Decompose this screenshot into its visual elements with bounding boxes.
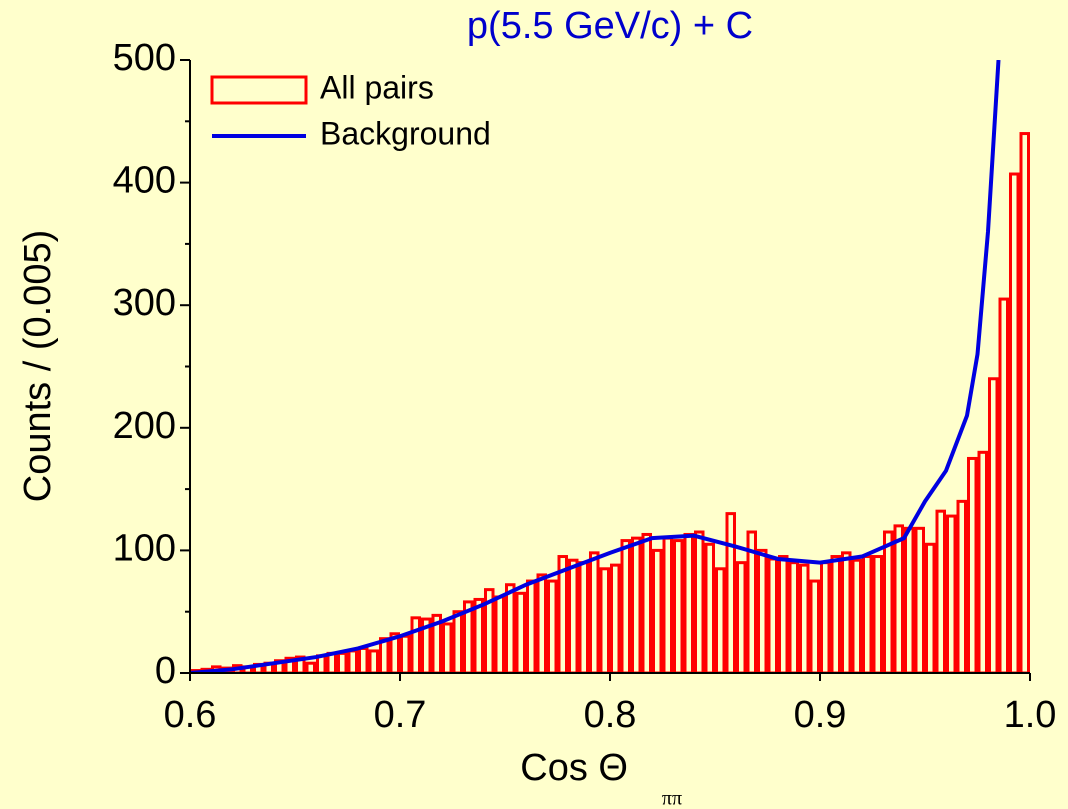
y-tick-label: 500: [113, 37, 176, 79]
histogram-bar: [683, 532, 694, 673]
histogram-bar: [452, 610, 463, 673]
x-axis-label-sub: ππ: [662, 788, 682, 809]
y-tick-label: 300: [113, 282, 176, 324]
histogram-bar: [746, 530, 757, 673]
legend-label: All pairs: [320, 69, 434, 105]
x-tick-label: 0.6: [164, 694, 217, 736]
histogram-bar: [830, 555, 841, 673]
histogram-bar: [704, 542, 715, 673]
y-tick-label: 0: [155, 650, 176, 692]
histogram-bar: [956, 499, 967, 673]
histogram-bar: [914, 526, 925, 673]
histogram-bar: [662, 536, 673, 673]
histogram-bar: [442, 622, 453, 673]
histogram-bar: [946, 514, 957, 673]
histogram-bar: [505, 583, 516, 673]
y-tick-label: 200: [113, 405, 176, 447]
histogram-bar: [421, 617, 432, 673]
histogram-bar: [841, 551, 852, 673]
y-axis-label: Counts / (0.005): [17, 230, 59, 502]
histogram-bar: [998, 297, 1009, 673]
histogram-bar: [295, 655, 306, 673]
histogram-bar: [694, 530, 705, 673]
histogram-bar: [788, 561, 799, 673]
histogram-bar: [557, 555, 568, 673]
histogram-bar: [631, 536, 642, 673]
histogram-bar: [977, 450, 988, 673]
histogram-bar: [673, 539, 684, 673]
histogram-bar: [536, 573, 547, 673]
y-tick-label: 400: [113, 160, 176, 202]
histogram-bar: [862, 555, 873, 673]
legend-swatch: [210, 75, 308, 105]
histogram-bar: [925, 542, 936, 673]
histogram-bar: [883, 530, 894, 673]
histogram-bar: [347, 649, 358, 673]
x-tick-label: 0.7: [374, 694, 427, 736]
histogram-bar: [578, 561, 589, 673]
histogram-bar: [400, 634, 411, 673]
histogram-bar: [337, 651, 348, 673]
histogram-bar: [284, 656, 295, 673]
histogram-bar: [568, 558, 579, 673]
x-tick-label: 1.0: [1004, 694, 1057, 736]
histogram-bar: [935, 509, 946, 673]
histogram-bar: [484, 588, 495, 673]
histogram-bar: [778, 555, 789, 673]
histogram-bar: [589, 551, 600, 673]
histogram-bar: [599, 567, 610, 673]
histogram-bar: [715, 567, 726, 673]
histogram-bar: [1019, 132, 1030, 673]
histogram-bar: [851, 558, 862, 673]
histogram-bar: [368, 649, 379, 673]
x-tick-label: 0.9: [794, 694, 847, 736]
x-tick-label: 0.8: [584, 694, 637, 736]
x-axis-label: Cos Θ: [520, 747, 628, 789]
histogram-bar: [641, 532, 652, 673]
plot-area: [190, 60, 1030, 673]
histogram-bar: [725, 512, 736, 673]
histogram-bar: [872, 555, 883, 673]
histogram-bar: [820, 561, 831, 673]
histogram-bar: [620, 539, 631, 673]
histogram-bar: [652, 548, 663, 673]
histogram-bar: [893, 524, 904, 673]
histogram-bar: [809, 579, 820, 673]
histogram-bar: [767, 557, 778, 673]
histogram-bar: [305, 661, 316, 673]
y-tick-label: 100: [113, 527, 176, 569]
histogram-bar: [736, 561, 747, 673]
histogram-bar: [515, 591, 526, 673]
histogram-bar: [904, 526, 915, 673]
histogram-bar: [757, 548, 768, 673]
histogram-bar: [1009, 172, 1020, 673]
histogram-bar: [988, 377, 999, 673]
histogram-bar: [463, 600, 474, 673]
chart-title: p(5.5 GeV/c) + C: [467, 5, 753, 47]
background-line: [190, 60, 1001, 673]
histogram-bar: [494, 595, 505, 673]
histogram-bar: [358, 646, 369, 673]
histogram-bar: [389, 632, 400, 673]
histogram-bar: [410, 616, 421, 673]
histogram-bar: [967, 456, 978, 673]
histogram-bar: [799, 563, 810, 673]
histogram-bar: [379, 637, 390, 673]
histogram-bar: [473, 597, 484, 673]
legend-label: Background: [320, 115, 491, 151]
histogram-bar: [547, 579, 558, 673]
histogram-bar: [610, 563, 621, 673]
histogram-bar: [526, 579, 537, 673]
